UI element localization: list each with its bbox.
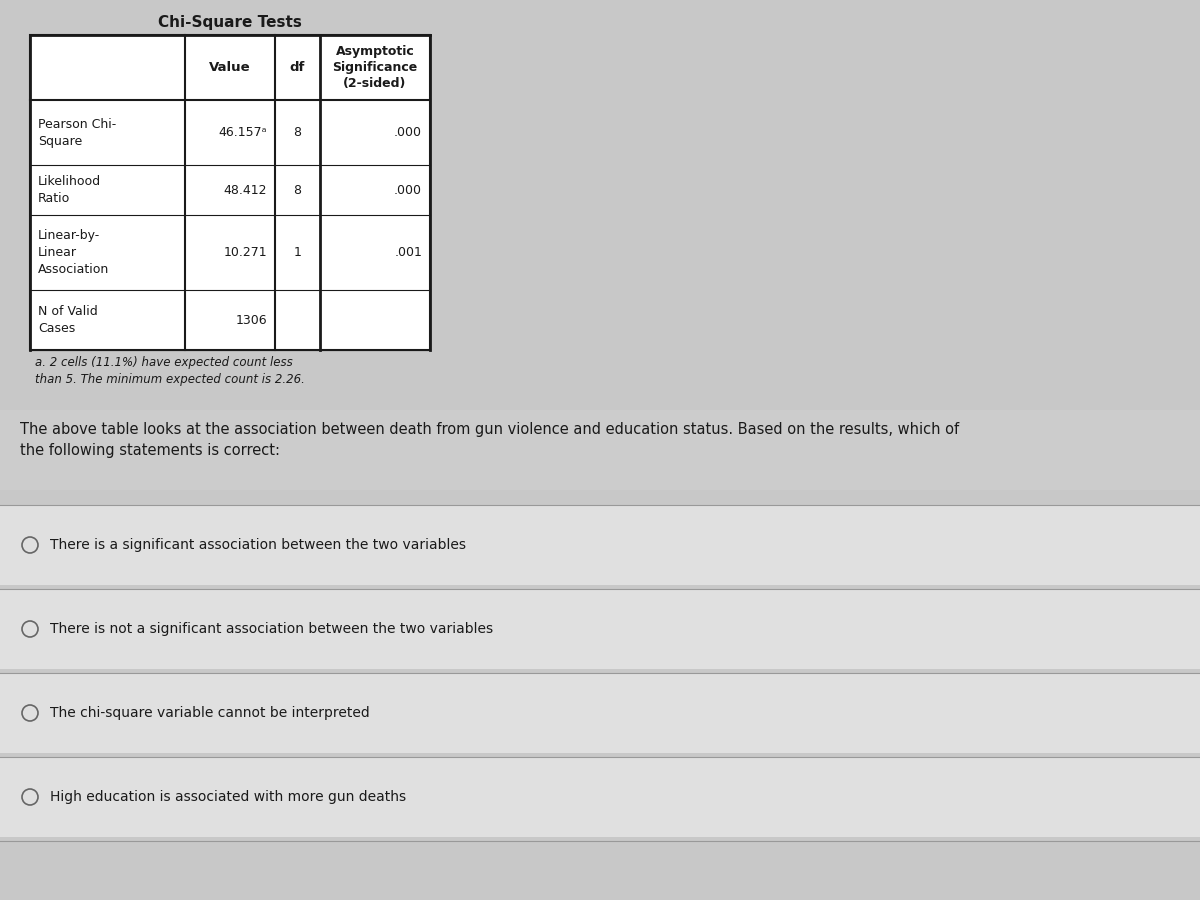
Text: Asymptotic
Significance
(2-sided): Asymptotic Significance (2-sided) — [332, 45, 418, 90]
Text: 8: 8 — [294, 126, 301, 139]
Bar — [0, 757, 1200, 837]
Text: The above table looks at the association between death from gun violence and edu: The above table looks at the association… — [20, 422, 959, 458]
Text: .000: .000 — [394, 184, 422, 196]
Text: 8: 8 — [294, 184, 301, 196]
Text: 10.271: 10.271 — [223, 246, 266, 259]
Bar — [0, 589, 1200, 669]
Text: 1306: 1306 — [235, 313, 266, 327]
Text: There is not a significant association between the two variables: There is not a significant association b… — [50, 622, 493, 636]
Text: 46.157ᵃ: 46.157ᵃ — [218, 126, 266, 139]
Text: .001: .001 — [394, 246, 422, 259]
Text: Linear-by-
Linear
Association: Linear-by- Linear Association — [38, 229, 109, 276]
Bar — [0, 505, 1200, 585]
Bar — [0, 673, 1200, 753]
Text: High education is associated with more gun deaths: High education is associated with more g… — [50, 790, 406, 804]
Text: Value: Value — [209, 61, 251, 74]
Text: N of Valid
Cases: N of Valid Cases — [38, 305, 97, 335]
Text: 1: 1 — [294, 246, 301, 259]
Text: The chi-square variable cannot be interpreted: The chi-square variable cannot be interp… — [50, 706, 370, 720]
Text: df: df — [290, 61, 305, 74]
Text: Chi-Square Tests: Chi-Square Tests — [158, 15, 302, 30]
Bar — [0, 410, 1200, 490]
Text: a. 2 cells (11.1%) have expected count less
than 5. The minimum expected count i: a. 2 cells (11.1%) have expected count l… — [35, 356, 305, 386]
Text: There is a significant association between the two variables: There is a significant association betwe… — [50, 538, 466, 552]
Text: Pearson Chi-
Square: Pearson Chi- Square — [38, 118, 116, 148]
Text: .000: .000 — [394, 126, 422, 139]
Text: 48.412: 48.412 — [223, 184, 266, 196]
Text: Likelihood
Ratio: Likelihood Ratio — [38, 175, 101, 205]
Bar — [30, 35, 430, 350]
